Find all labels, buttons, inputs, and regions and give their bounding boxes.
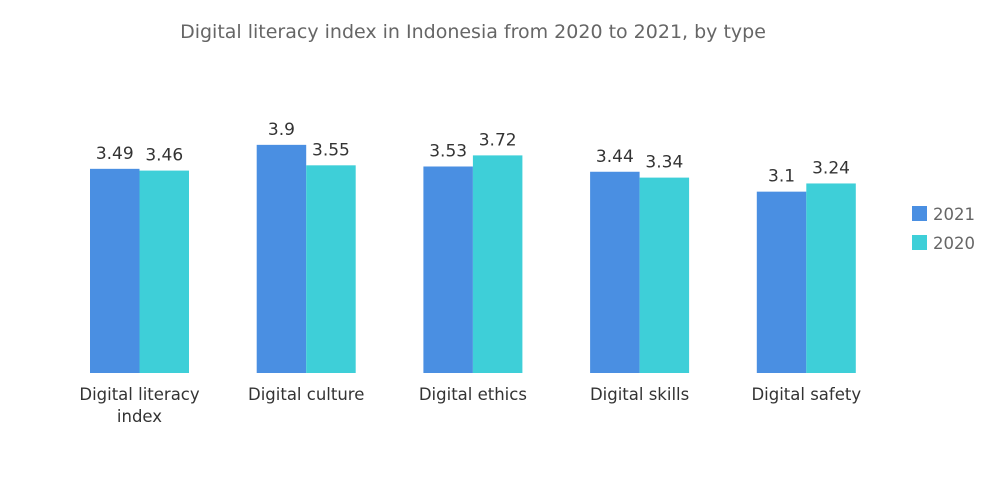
data-label: 3.46 [145,146,183,166]
bar-2021-1 [256,144,307,373]
category-label: Digital literacy index [79,385,200,426]
data-label: 3.9 [268,120,295,140]
legend-label: 2021 [933,205,975,224]
category-label: Digital skills [590,385,689,404]
bar-2021-3 [590,171,640,373]
data-label: 3.24 [812,158,850,178]
bar-2020-2 [472,155,523,373]
data-label: 3.72 [479,130,517,150]
bar-2020-3 [639,177,690,373]
data-label: 3.1 [768,167,795,187]
data-label: 3.55 [312,140,350,160]
bar-2021-0 [90,168,140,373]
bar-2021-2 [423,166,473,373]
category-label: Digital ethics [419,385,527,404]
data-label: 3.44 [596,147,634,167]
category-label: Digital culture [248,385,364,404]
legend-label: 2020 [933,234,975,253]
bar-2020-0 [139,170,189,373]
data-label: 3.53 [429,141,467,161]
bar-2021-4 [756,191,807,373]
bar-2020-4 [806,183,856,373]
data-label: 3.49 [96,144,134,164]
category-label: Digital safety [751,385,861,404]
bar-2020-1 [306,165,356,373]
data-label: 3.34 [645,153,683,173]
legend-swatch-2021 [912,206,927,221]
legend-swatch-2020 [912,235,927,250]
chart-title: Digital literacy index in Indonesia from… [180,21,766,43]
